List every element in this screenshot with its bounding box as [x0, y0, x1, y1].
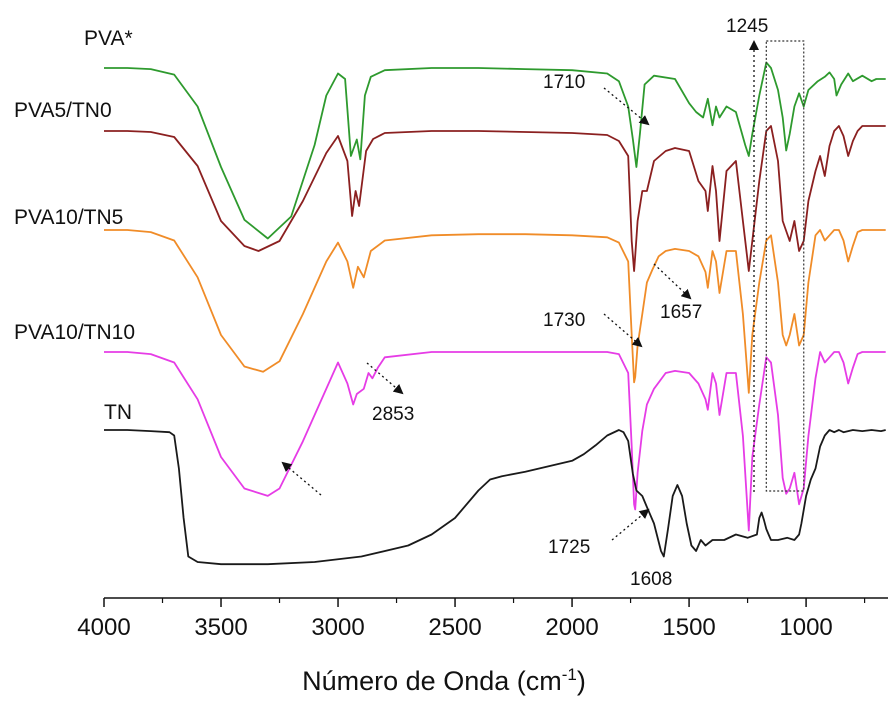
x-tick-label-4000: 4000 [77, 614, 130, 641]
series-line-pva [104, 61, 886, 240]
series-labels: PVA* PVA5/TN0 PVA10/TN5 PVA10/TN10 TN [14, 27, 135, 424]
annotation-layer: 1710 1245 1730 1657 2853 1725 1608 [281, 16, 768, 590]
series-line-tn [104, 429, 886, 566]
annotation-1730: 1730 [543, 310, 585, 331]
annotation-arrow-1725 [611, 508, 650, 541]
highlight-box [765, 40, 805, 492]
x-tick-label-3500: 3500 [194, 614, 247, 641]
x-tick-label-2000: 2000 [545, 614, 598, 641]
series-label-pva5-tn0: PVA5/TN0 [14, 99, 112, 122]
annotation-arrow-1730 [603, 313, 643, 348]
series-label-tn: TN [104, 401, 132, 424]
annotation-arrow-oh-band [281, 461, 322, 496]
x-tick-label-1500: 1500 [662, 614, 715, 641]
series-line-pva10-tn10 [104, 351, 886, 532]
annotation-1245: 1245 [726, 16, 768, 37]
series-label-pva10-tn10: PVA10/TN10 [14, 321, 135, 344]
series-line-pva10-tn5 [104, 229, 886, 394]
x-tick-label-2500: 2500 [428, 614, 481, 641]
x-axis-title: Número de Onda (cm-1) [302, 665, 586, 696]
series-line-pva5-tn0 [104, 125, 886, 272]
annotation-1657: 1657 [660, 302, 702, 323]
series-layer [104, 61, 886, 566]
annotation-arrow-1657 [653, 263, 692, 300]
highlight-layer [765, 40, 805, 492]
series-label-pva10-tn5: PVA10/TN5 [14, 206, 123, 229]
x-tick-label-3000: 3000 [311, 614, 364, 641]
x-tick-label-1000: 1000 [779, 614, 832, 641]
annotation-1725: 1725 [548, 537, 590, 558]
series-label-pva: PVA* [84, 27, 133, 50]
annotation-2853: 2853 [372, 404, 414, 425]
x-axis: 4000 3500 3000 2500 2000 1500 1000 [77, 597, 888, 641]
annotation-1710: 1710 [543, 72, 585, 93]
annotation-1608: 1608 [630, 569, 672, 590]
